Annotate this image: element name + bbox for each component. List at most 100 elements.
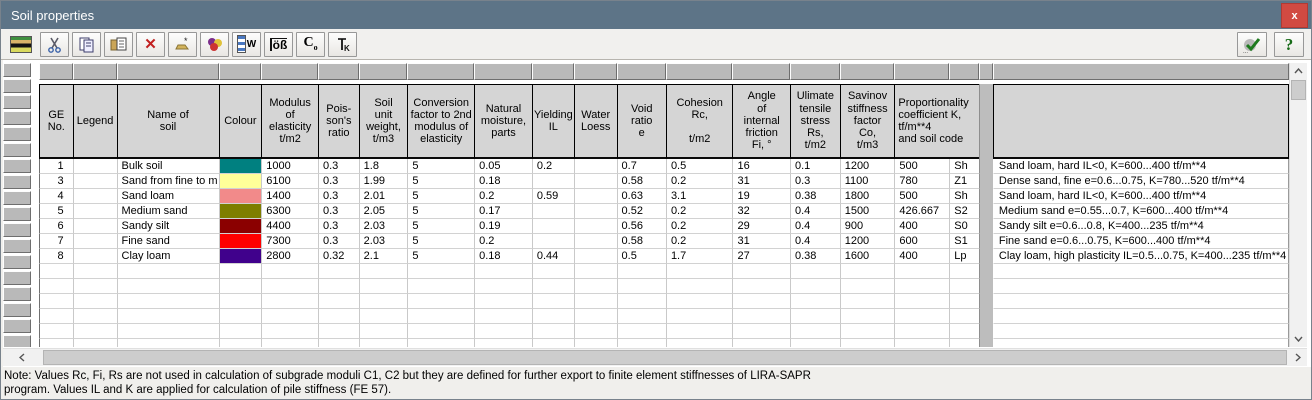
cell-description[interactable] — [992, 279, 1289, 294]
cell-moisture[interactable]: 0.05 — [474, 159, 532, 174]
scroll-down-button[interactable] — [1290, 331, 1307, 347]
cell-colour[interactable] — [218, 204, 262, 219]
cell-unit_weight[interactable] — [358, 309, 408, 324]
help-button[interactable]: ? — [1274, 32, 1304, 57]
cell-void_ratio[interactable] — [616, 324, 666, 339]
row-header-cell[interactable] — [3, 159, 31, 173]
cell-description[interactable]: Sand loam, hard IL<0, K=600...400 tf/m**… — [992, 189, 1289, 204]
cell-water_loess[interactable] — [573, 264, 617, 279]
row-header-cell[interactable] — [3, 95, 31, 109]
cell-void_ratio[interactable] — [616, 279, 666, 294]
cell-savinov[interactable] — [839, 279, 895, 294]
cell-cohesion[interactable]: 1.7 — [665, 249, 733, 264]
cell-yielding[interactable] — [531, 204, 574, 219]
cell-unit_weight[interactable] — [358, 279, 408, 294]
row-header-cell[interactable] — [3, 271, 31, 285]
row-header-cell[interactable] — [3, 111, 31, 125]
cell-k_coeff[interactable] — [894, 279, 950, 294]
column-header-block[interactable] — [474, 63, 532, 80]
cell-water_loess[interactable] — [573, 234, 617, 249]
cell-name[interactable] — [116, 264, 219, 279]
row-header-cell[interactable] — [3, 223, 31, 237]
cell-poisson[interactable]: 0.3 — [317, 219, 359, 234]
vertical-scrollbar[interactable] — [1289, 63, 1307, 347]
cell-modulus[interactable]: 6100 — [261, 174, 318, 189]
cell-void_ratio[interactable]: 0.63 — [616, 189, 666, 204]
cell-water_loess[interactable] — [573, 204, 617, 219]
cell-moisture[interactable]: 0.19 — [474, 219, 532, 234]
cell-tensile[interactable] — [789, 264, 840, 279]
cell-legend[interactable] — [72, 174, 117, 189]
cell-tensile[interactable]: 0.1 — [789, 159, 840, 174]
cell-ge[interactable]: 6 — [39, 219, 73, 234]
row-header-cell[interactable] — [3, 207, 31, 221]
cell-yielding[interactable]: 0.2 — [531, 159, 574, 174]
cell-modulus[interactable] — [261, 324, 318, 339]
cell-tensile[interactable]: 0.3 — [789, 174, 840, 189]
cell-modulus[interactable] — [261, 264, 318, 279]
cell-k_coeff[interactable]: 500 — [894, 159, 950, 174]
cell-void_ratio[interactable]: 0.5 — [616, 249, 666, 264]
cell-legend[interactable] — [72, 294, 117, 309]
row-header-cell[interactable] — [3, 63, 31, 77]
cell-description[interactable]: Fine sand e=0.6...0.75, K=600...400 tf/m… — [992, 234, 1289, 249]
cell-unit_weight[interactable]: 2.03 — [358, 234, 408, 249]
row-header-cell[interactable] — [3, 255, 31, 269]
cell-conversion[interactable]: 5 — [407, 189, 475, 204]
cell-ge[interactable]: 3 — [39, 174, 73, 189]
cell-poisson[interactable] — [317, 309, 359, 324]
cell-friction[interactable]: 31 — [732, 174, 790, 189]
cell-cohesion[interactable] — [665, 264, 733, 279]
column-header-block[interactable] — [732, 63, 790, 80]
cell-void_ratio[interactable] — [616, 309, 666, 324]
cell-savinov[interactable]: 1800 — [839, 189, 895, 204]
cell-conversion[interactable] — [407, 324, 475, 339]
column-header-block[interactable] — [616, 63, 666, 80]
cell-soil_code[interactable]: Sh — [949, 159, 980, 174]
cell-soil_code[interactable]: Z1 — [949, 174, 980, 189]
units-ob-button[interactable]: öß — [264, 31, 293, 57]
cell-yielding[interactable] — [531, 219, 574, 234]
column-header-block[interactable] — [407, 63, 475, 80]
cell-ge[interactable]: 5 — [39, 204, 73, 219]
legend-color-swatch[interactable] — [219, 219, 262, 233]
cell-savinov[interactable] — [839, 339, 895, 347]
cell-void_ratio[interactable] — [616, 264, 666, 279]
column-header-block[interactable] — [894, 63, 950, 80]
cell-conversion[interactable] — [407, 309, 475, 324]
column-header-block[interactable] — [531, 63, 574, 80]
cell-unit_weight[interactable] — [358, 294, 408, 309]
cell-water_loess[interactable] — [573, 189, 617, 204]
cell-description[interactable]: Sandy silt e=0.6...0.8, K=400...235 tf/m… — [992, 219, 1289, 234]
cell-moisture[interactable] — [474, 309, 532, 324]
cell-soil_code[interactable] — [949, 339, 980, 347]
cell-unit_weight[interactable]: 2.05 — [358, 204, 408, 219]
colors-button[interactable] — [200, 31, 229, 57]
cell-water_loess[interactable] — [573, 309, 617, 324]
cell-cohesion[interactable]: 0.2 — [665, 174, 733, 189]
cell-yielding[interactable] — [531, 309, 574, 324]
cell-void_ratio[interactable]: 0.52 — [616, 204, 666, 219]
cell-k_coeff[interactable]: 426.667 — [894, 204, 950, 219]
cell-friction[interactable] — [732, 339, 790, 347]
cell-modulus[interactable] — [261, 279, 318, 294]
cell-moisture[interactable] — [474, 339, 532, 347]
cell-tensile[interactable] — [789, 279, 840, 294]
cell-k_coeff[interactable] — [894, 339, 950, 347]
apply-button[interactable]: ... — [1237, 32, 1267, 57]
cell-yielding[interactable] — [531, 174, 574, 189]
cell-void_ratio[interactable]: 0.56 — [616, 219, 666, 234]
cell-colour[interactable] — [218, 294, 262, 309]
cell-friction[interactable]: 27 — [732, 249, 790, 264]
cell-name[interactable]: Medium sand — [116, 204, 219, 219]
cell-tensile[interactable]: 0.38 — [789, 189, 840, 204]
cell-modulus[interactable]: 7300 — [261, 234, 318, 249]
cell-friction[interactable]: 29 — [732, 219, 790, 234]
cell-moisture[interactable] — [474, 279, 532, 294]
cell-yielding[interactable] — [531, 234, 574, 249]
column-header-block[interactable] — [116, 63, 219, 80]
cell-conversion[interactable] — [407, 294, 475, 309]
cell-soil_code[interactable] — [949, 279, 980, 294]
row-header-cell[interactable] — [3, 303, 31, 317]
cell-soil_code[interactable]: Lp — [949, 249, 980, 264]
